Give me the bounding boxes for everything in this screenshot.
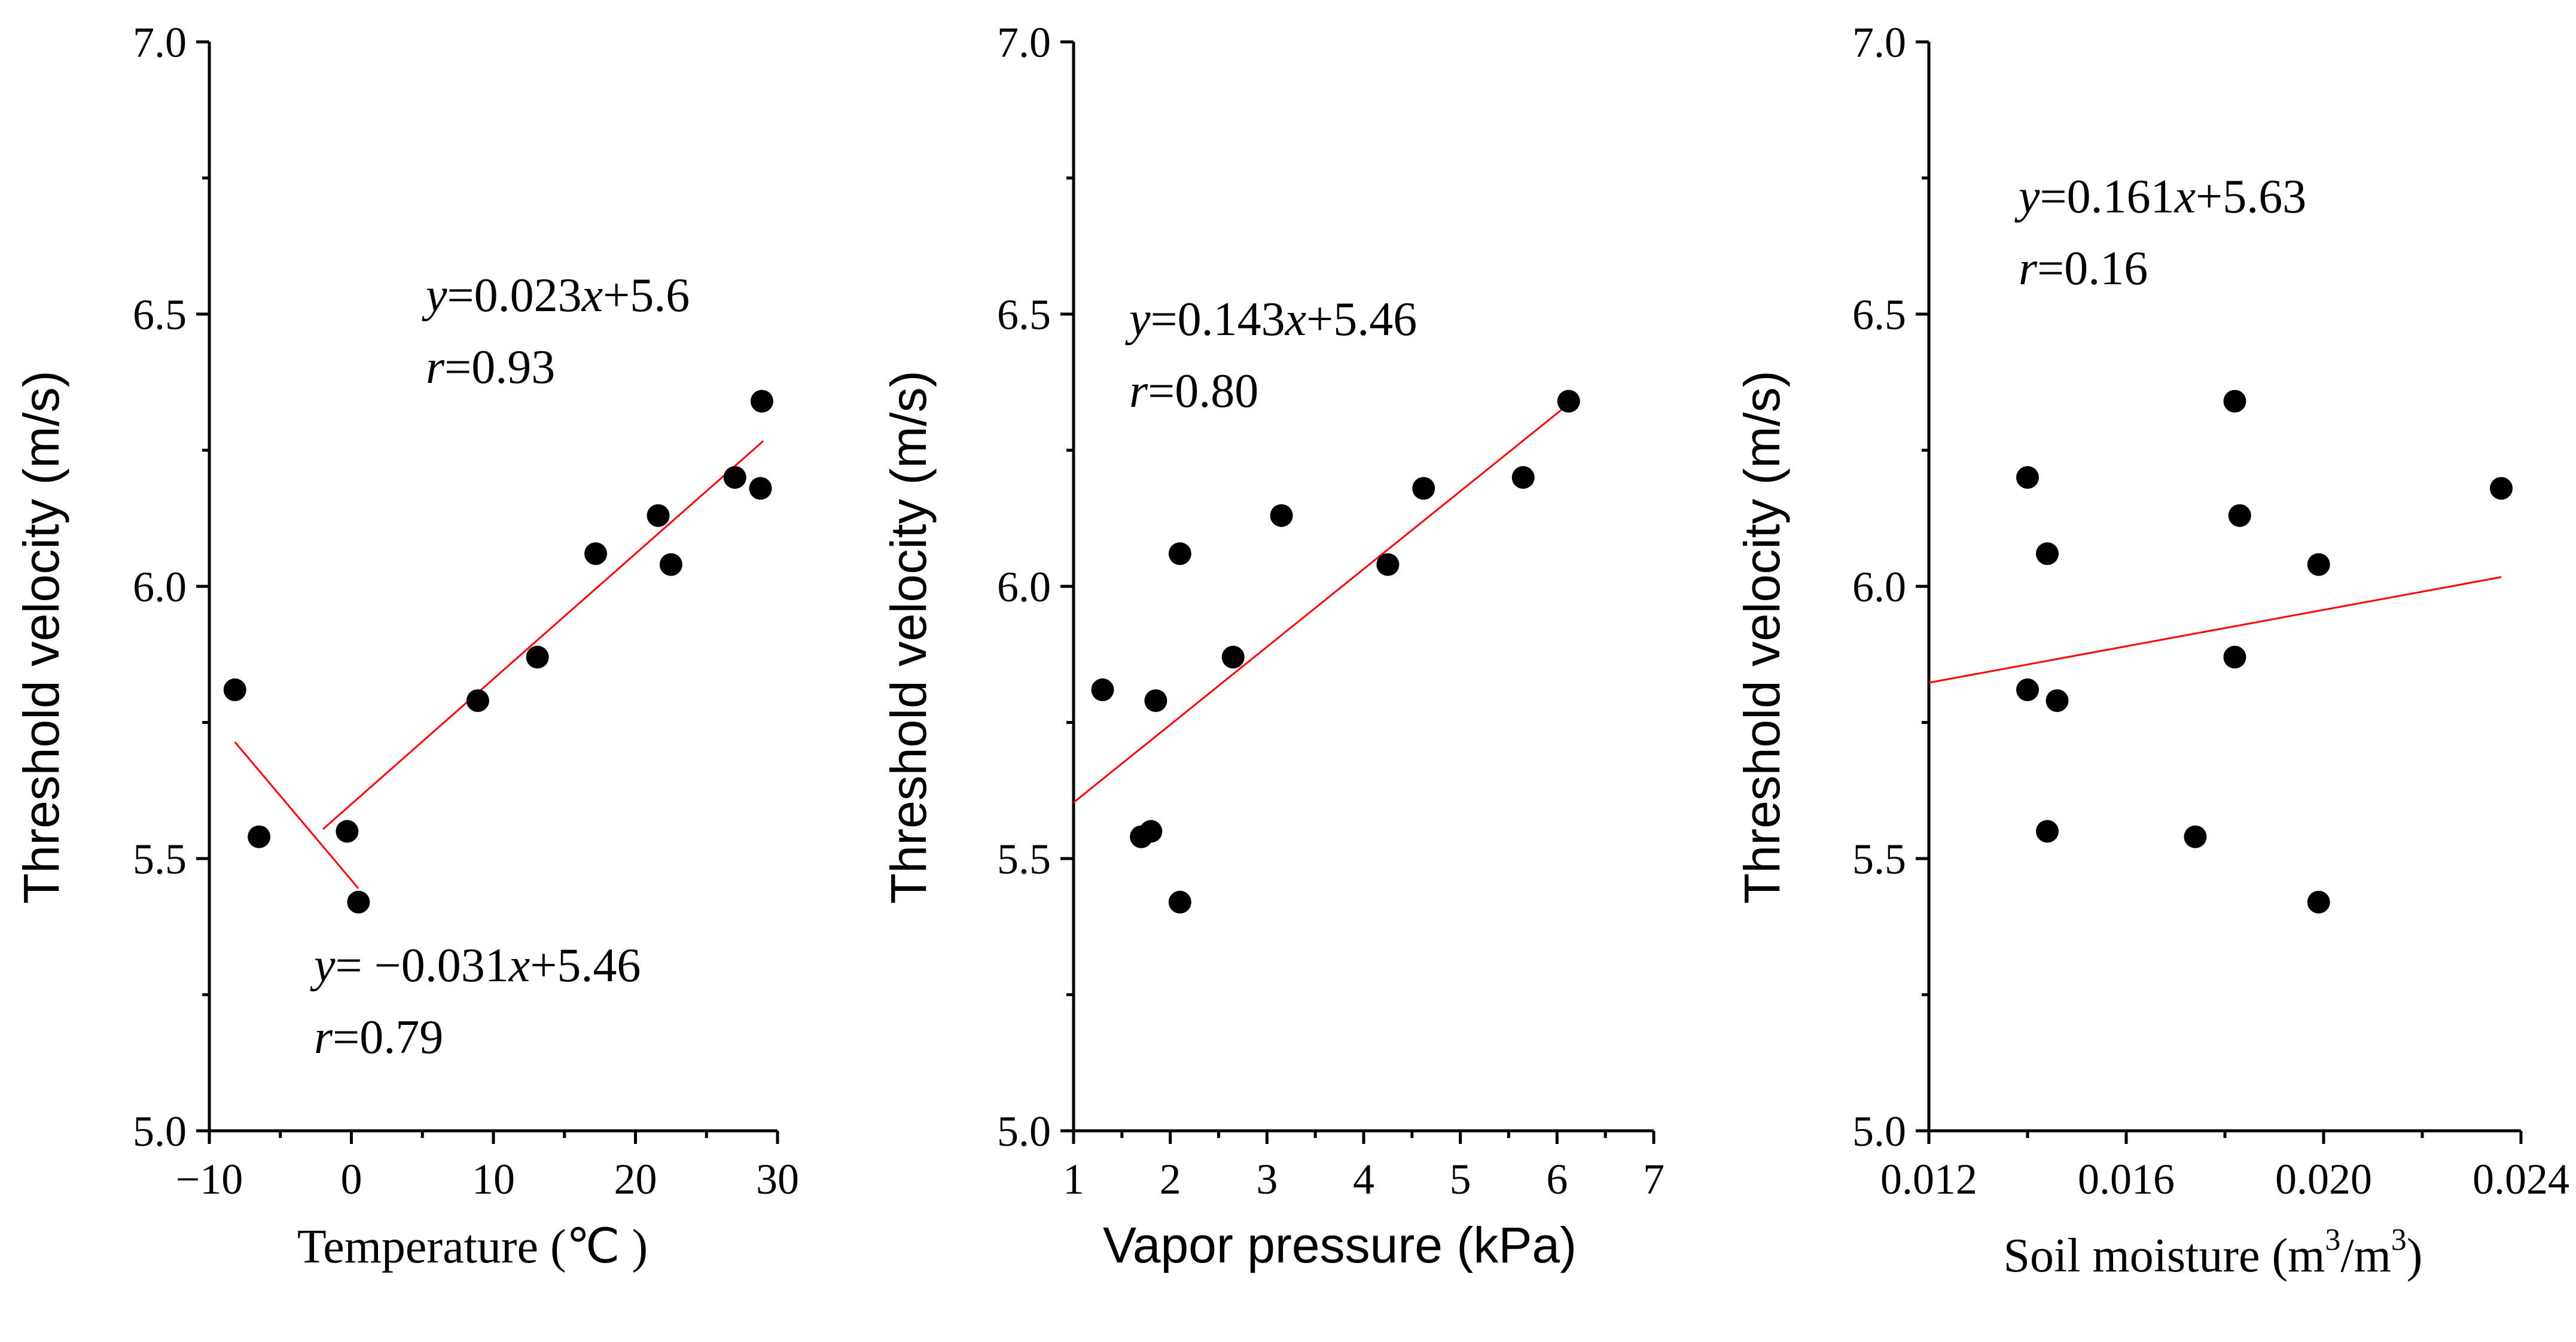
panel-2-data-point — [1168, 890, 1191, 914]
panel-1-y-tick-label: 6.5 — [133, 291, 187, 339]
panel-1-data-point — [723, 466, 746, 489]
panel-3-x-tick-label: 0.020 — [2275, 1155, 2372, 1203]
panel-1-data-point — [526, 646, 549, 669]
panel-2-y-tick-label: 6.0 — [997, 563, 1051, 611]
panel-1-annotation-eq-1: y=0.023x+5.6 — [422, 269, 690, 322]
panel-3-x-tick-label: 0.012 — [1880, 1155, 1977, 1203]
panel-2-y-tick-label: 7.0 — [997, 19, 1051, 66]
panel-2-annotation-r: r=0.80 — [1129, 365, 1258, 418]
panel-3-data-point — [2223, 389, 2246, 413]
panel-1-data-point — [347, 890, 370, 914]
panel-1-data-point — [223, 678, 246, 701]
panel-1-y-tick-label: 6.0 — [133, 563, 187, 611]
panel-3-data-point — [2045, 689, 2069, 713]
panel-2-x-tick-label: 5 — [1450, 1155, 1471, 1203]
panel-2-xlabel: Vapor pressure (kPa) — [1103, 1217, 1577, 1273]
panel-temperature: 5.0 5.5 6.0 6.5 7.0 −10 0 10 20 30 Threshold velo… — [13, 19, 799, 1273]
panel-1-data-point — [659, 553, 682, 576]
panel-3-data-point — [2016, 678, 2039, 701]
panel-2-x-tick-label: 1 — [1063, 1155, 1084, 1203]
panel-soil-moisture: 5.0 5.5 6.0 6.5 7.0 0.012 0.016 0.020 0.024 Thre… — [1734, 19, 2569, 1282]
panel-3-y-tick-label: 6.5 — [1852, 291, 1906, 339]
panel-1-fit-line-2 — [234, 741, 359, 890]
panel-3-fit-line-1 — [1928, 576, 2502, 684]
panel-1-annotation-r-2: r=0.79 — [314, 1011, 443, 1064]
panel-3-x-tick-label: 0.016 — [2078, 1155, 2175, 1203]
panel-1-x-tick-label: 20 — [614, 1155, 657, 1203]
panel-3-y-tick-label: 5.0 — [1852, 1107, 1906, 1155]
panel-2-data-point — [1168, 542, 1191, 565]
panel-3-data-point — [2228, 504, 2251, 527]
panel-3-annotation-r: r=0.16 — [2019, 242, 2148, 295]
panel-2-data-point — [1270, 504, 1293, 527]
panel-2-x-tick-label: 4 — [1353, 1155, 1374, 1203]
panel-1-x-tick-label: 0 — [341, 1155, 362, 1203]
panel-2-data-point — [1221, 646, 1245, 669]
panel-3-xlabel: Soil moisture (m3/m3) — [2004, 1223, 2423, 1282]
panel-2-x-tick-label: 7 — [1643, 1155, 1665, 1203]
panel-1-y-tick-label: 5.5 — [133, 835, 187, 883]
panel-2-y-tick-label: 5.0 — [997, 1107, 1051, 1155]
panel-3-data-point — [2307, 553, 2330, 576]
panel-vapor-pressure: 5.0 5.5 6.0 6.5 7.0 1 2 3 4 5 6 7 Threshold velocit… — [880, 19, 1665, 1273]
panel-2-data-point — [1511, 466, 1535, 489]
panel-1-data-point — [750, 389, 773, 413]
panel-2-data-point — [1376, 553, 1400, 576]
panel-3-x-tick-label: 0.024 — [2473, 1155, 2569, 1203]
panel-2-annotation-eq: y=0.143x+5.46 — [1125, 293, 1417, 346]
panel-2-marks: 5.0 5.5 6.0 6.5 7.0 1 2 3 4 5 6 7 — [997, 19, 1665, 1203]
panel-1-y-tick-label: 5.0 — [133, 1107, 187, 1155]
panel-1-annotation-r-1: r=0.93 — [426, 341, 555, 394]
panel-1-data-point — [248, 825, 271, 848]
panel-1-fit-line-1 — [322, 440, 764, 830]
panel-2-x-tick-label: 6 — [1546, 1155, 1568, 1203]
panel-2-data-point — [1412, 477, 1435, 500]
panel-3-data-point — [2490, 477, 2513, 500]
panel-1-data-point — [336, 820, 359, 843]
panel-3-data-point — [2307, 890, 2330, 914]
panel-2-data-point — [1144, 689, 1167, 713]
panel-2-fit-line-1 — [1073, 404, 1568, 804]
panel-3-y-tick-label: 6.0 — [1852, 563, 1906, 611]
panel-3-marks: 5.0 5.5 6.0 6.5 7.0 0.012 0.016 0.020 0.024 — [1852, 19, 2569, 1203]
panel-1-y-tick-label: 7.0 — [133, 19, 187, 66]
panel-2-ylabel: Threshold velocity (m/s) — [880, 370, 937, 904]
panel-1-data-point — [584, 542, 607, 565]
panel-3-annotation-eq: y=0.161x+5.63 — [2014, 171, 2306, 223]
panel-1-ylabel: Threshold velocity (m/s) — [13, 370, 69, 904]
panel-1-marks: 5.0 5.5 6.0 6.5 7.0 −10 0 10 20 30 — [133, 19, 799, 1203]
panel-2-y-tick-label: 5.5 — [997, 835, 1051, 883]
panel-1-data-point — [749, 477, 772, 500]
panel-2-x-tick-label: 2 — [1160, 1155, 1181, 1203]
panel-3-data-point — [2184, 825, 2207, 848]
panel-1-x-tick-label: 10 — [472, 1155, 515, 1203]
panel-2-data-point — [1139, 820, 1163, 843]
panel-3-data-point — [2036, 820, 2059, 843]
panel-3-y-tick-label: 7.0 — [1852, 19, 1906, 66]
panel-2-x-tick-label: 3 — [1256, 1155, 1278, 1203]
panel-3-data-point — [2223, 646, 2246, 669]
panel-3-ylabel: Threshold velocity (m/s) — [1734, 370, 1790, 904]
panel-1-x-tick-label: 30 — [756, 1155, 799, 1203]
panel-2-y-tick-label: 6.5 — [997, 291, 1051, 339]
panel-3-y-tick-label: 5.5 — [1852, 835, 1906, 883]
panel-1-data-point — [466, 689, 489, 713]
panel-2-data-point — [1091, 678, 1114, 701]
panel-1-annotation-eq-2: y= −0.031x+5.46 — [310, 939, 641, 992]
panel-2-data-point — [1557, 389, 1580, 413]
panel-3-data-point — [2036, 542, 2059, 565]
panel-3-data-point — [2016, 466, 2039, 489]
panel-1-data-point — [647, 504, 670, 527]
panel-1-xlabel: Temperature (℃ ) — [297, 1221, 648, 1273]
panel-1-x-tick-label: −10 — [176, 1155, 243, 1203]
